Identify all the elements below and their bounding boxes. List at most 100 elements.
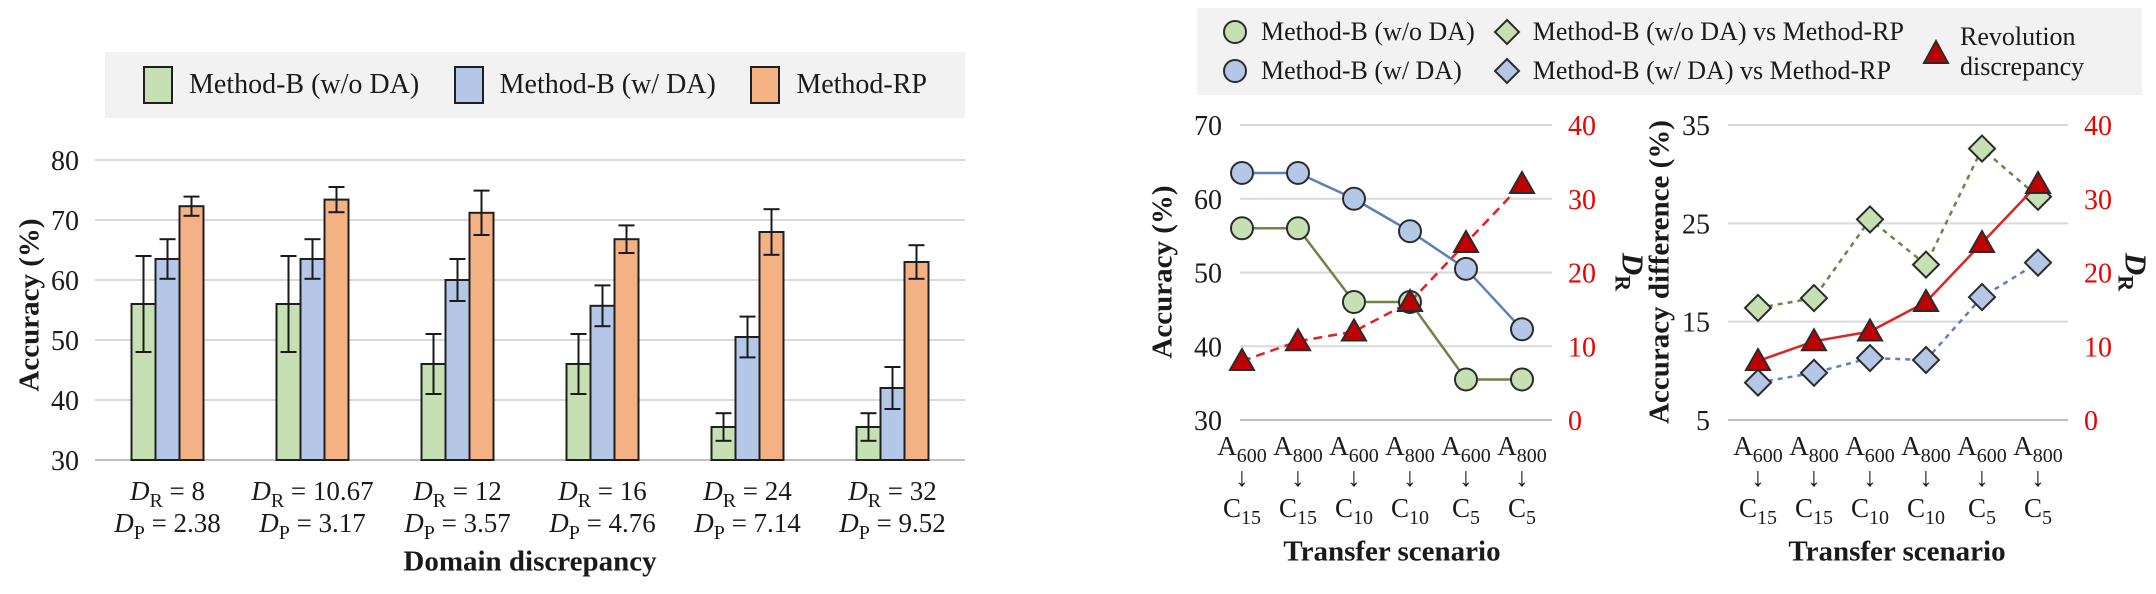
legend-column: Method-B (w/o DA) vs Method-RP Method-B (… [1493, 17, 1904, 86]
bar [299, 258, 326, 461]
triangle-marker [1968, 228, 1996, 253]
legend-label: Method-B (w/o DA) [189, 69, 420, 100]
legend-label: Method-B (w/o DA) vs Method-RP [1532, 17, 1904, 46]
circle-marker [1230, 160, 1254, 185]
x-tick-label: DP = 3.17 [258, 508, 366, 544]
y-tick-label: 25 [1682, 209, 1710, 240]
diamond-marker [1799, 283, 1829, 313]
y-tick-label: 15 [1682, 308, 1710, 339]
diamond-marker [1855, 204, 1885, 234]
legend-item: Method-B (w/ DA) [1221, 56, 1475, 86]
x-tick-label: C10 [1907, 493, 1945, 529]
secondary-y-tick-label: 40 [1568, 111, 1596, 142]
series-line [1757, 261, 2039, 384]
series-line [1242, 171, 1523, 331]
down-arrow-icon: ↓ [1751, 462, 1765, 492]
bar-chart-legend: Method-B (w/o DA) Method-B (w/ DA) Method-… [105, 52, 965, 118]
x-tick-label: A800 [2013, 431, 2063, 467]
secondary-y-tick-label: 20 [1568, 259, 1596, 290]
y-tick-label: 5 [1696, 406, 1710, 437]
x-tick-label: A800 [1273, 431, 1323, 467]
right-chart-secondary-axis-title: DR [2113, 253, 2154, 291]
down-arrow-icon: ↓ [1515, 462, 1529, 492]
x-tick-label: A600 [1733, 431, 1783, 467]
bar [323, 198, 350, 461]
series-line [1757, 183, 2039, 363]
x-tick-label: C5 [1968, 493, 1996, 529]
y-tick-label: 35 [1682, 111, 1710, 142]
y-tick-label: 70 [51, 206, 79, 237]
triangle-marker [1800, 327, 1828, 352]
y-tick-label: 40 [51, 386, 79, 417]
x-tick-label: DR = 24 [702, 476, 792, 512]
x-tick-label: DR = 8 [129, 476, 205, 512]
x-tick-label: DR = 10.67 [250, 476, 373, 512]
x-tick-label: DR = 16 [557, 476, 647, 512]
x-tick-label: C5 [1452, 493, 1480, 529]
x-tick-label: DP = 9.52 [838, 508, 946, 544]
circle-marker [1398, 219, 1422, 244]
y-tick-label: 40 [1194, 332, 1222, 363]
y-tick-label: 30 [1194, 406, 1222, 437]
secondary-y-tick-label: 0 [1568, 406, 1582, 437]
secondary-y-tick-label: 20 [2084, 259, 2112, 290]
down-arrow-icon: ↓ [1863, 462, 1877, 492]
down-arrow-icon: ↓ [1235, 462, 1249, 492]
diamond-marker [1855, 343, 1885, 373]
y-tick-label: 30 [51, 446, 79, 477]
x-tick-label: DP = 7.14 [693, 508, 801, 544]
bar [468, 211, 495, 461]
circle-marker [1286, 160, 1310, 185]
down-arrow-icon: ↓ [2031, 462, 2045, 492]
diamond-marker-icon [1493, 18, 1521, 46]
right-chart-y-axis-title: Accuracy difference (%) [1643, 120, 1676, 424]
circle-marker-icon [1223, 20, 1247, 44]
circle-marker [1230, 216, 1254, 241]
down-arrow-icon: ↓ [1459, 462, 1473, 492]
legend-label: Method-B (w/ DA) vs Method-RP [1532, 56, 1891, 85]
x-tick-label: DP = 2.38 [113, 508, 221, 544]
x-tick-label: C5 [2024, 493, 2052, 529]
bar [178, 205, 205, 461]
legend-column: Method-B (w/o DA) Method-B (w/ DA) [1221, 17, 1475, 86]
circle-marker-icon [1223, 59, 1247, 83]
circle-marker [1454, 256, 1478, 281]
y-tick-label: 50 [1194, 259, 1222, 290]
x-tick-label: A600 [1845, 431, 1895, 467]
secondary-y-tick-label: 10 [1568, 332, 1596, 363]
legend-item: Method-RP [750, 66, 927, 104]
secondary-y-tick-label: 0 [2084, 406, 2098, 437]
triangle-marker [1912, 287, 1940, 312]
x-tick-label: DR = 32 [847, 476, 937, 512]
diamond-marker [1743, 293, 1773, 323]
legend-item: Revolution discrepancy [1922, 22, 2118, 82]
down-arrow-icon: ↓ [1919, 462, 1933, 492]
legend-label: Method-B (w/ DA) [499, 69, 716, 100]
bar-chart-y-axis-title: Accuracy (%) [13, 218, 46, 392]
x-tick-label: C10 [1335, 493, 1373, 529]
circle-marker [1286, 216, 1310, 241]
y-tick-label: 80 [51, 146, 79, 177]
x-tick-label: A600 [1329, 431, 1379, 467]
x-tick-label: DP = 3.57 [403, 508, 511, 544]
legend-label: Revolution discrepancy [1959, 21, 2085, 81]
secondary-y-tick-label: 30 [1568, 185, 1596, 216]
bar-chart-x-axis-title: Domain discrepancy [403, 545, 657, 578]
x-tick-label: C10 [1391, 493, 1429, 529]
x-tick-label: A600 [1217, 431, 1267, 467]
x-tick-label: A600 [1957, 431, 2007, 467]
down-arrow-icon: ↓ [1807, 462, 1821, 492]
y-tick-label: 60 [51, 266, 79, 297]
x-tick-label: DR = 12 [412, 476, 502, 512]
diamond-marker [2023, 248, 2053, 278]
diamond-marker [1743, 368, 1773, 398]
right-chart-x-axis-title: Transfer scenario [1788, 535, 2006, 568]
x-tick-label: C10 [1851, 493, 1889, 529]
x-tick-label: C15 [1223, 493, 1261, 529]
legend-label: Method-B (w/ DA) [1261, 56, 1462, 85]
line-charts-legend: Method-B (w/o DA) Method-B (w/ DA) Method-… [1197, 8, 2142, 95]
triangle-marker [1856, 317, 1884, 342]
triangle-marker [2024, 169, 2052, 194]
secondary-y-tick-label: 30 [2084, 185, 2112, 216]
x-tick-label: A800 [1385, 431, 1435, 467]
